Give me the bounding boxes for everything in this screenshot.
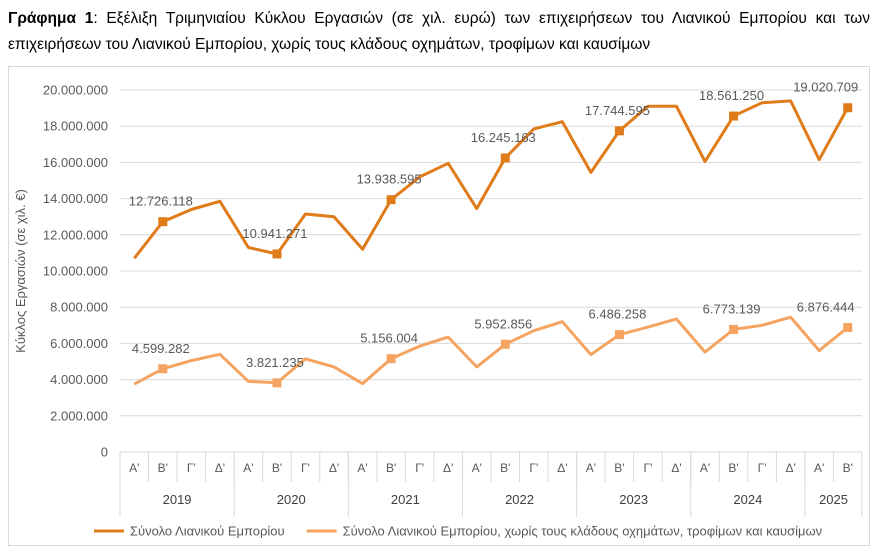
y-tick-label: 16.000.000 — [43, 155, 108, 170]
data-label: 17.744.595 — [585, 103, 650, 118]
data-label: 6.876.444 — [797, 300, 855, 315]
data-point-marker — [386, 195, 396, 205]
data-point-marker — [729, 111, 739, 121]
y-tick-label: 2.000.000 — [50, 408, 108, 423]
chart-area: 0 2.000.000 4.000.000 6.000.000 8.000.000 10.… — [8, 66, 870, 546]
x-tick-label: Β' — [500, 461, 510, 475]
x-tick-label: Α' — [243, 461, 253, 475]
x-tick-label: Γ' — [644, 461, 653, 475]
year-label: 2023 — [619, 492, 648, 507]
data-label: 6.486.258 — [589, 307, 647, 322]
legend-label: Σύνολο Λιανικού Εμπορίου — [130, 524, 285, 539]
x-tick-label: Β' — [386, 461, 396, 475]
data-label: 3.821.235 — [246, 355, 304, 370]
data-point-marker — [386, 354, 396, 364]
x-tick-label: Β' — [728, 461, 738, 475]
series-line — [133, 315, 849, 386]
y-tick-label: 4.000.000 — [50, 372, 108, 387]
x-tick-label: Δ' — [215, 461, 225, 475]
x-tick-label: Γ' — [529, 461, 538, 475]
data-point-marker — [272, 378, 282, 388]
x-tick-label: Β' — [272, 461, 282, 475]
x-tick-label: Α' — [814, 461, 824, 475]
y-tick-label: 0 — [101, 445, 108, 460]
x-tick-label: Α' — [700, 461, 710, 475]
x-tick-label: Δ' — [329, 461, 339, 475]
year-label: 2025 — [819, 492, 848, 507]
x-tick-label: Α' — [129, 461, 139, 475]
x-tick-label: Β' — [843, 461, 853, 475]
data-label: 5.156.004 — [360, 331, 418, 346]
year-label: 2021 — [391, 492, 420, 507]
data-point-marker — [500, 339, 510, 349]
y-tick-label: 6.000.000 — [50, 336, 108, 351]
year-label: 2022 — [505, 492, 534, 507]
data-point-marker — [843, 103, 853, 113]
x-tick-label: Γ' — [301, 461, 310, 475]
data-point-marker — [272, 249, 282, 259]
year-label: 2019 — [163, 492, 192, 507]
data-label: 19.020.709 — [793, 80, 858, 95]
x-tick-label: Α' — [472, 461, 482, 475]
caption-label: Γράφημα 1 — [8, 10, 94, 27]
legend-label: Σύνολο Λιανικού Εμπορίου, χωρίς τους κλά… — [343, 524, 823, 539]
data-label: 4.599.282 — [132, 341, 190, 356]
series-line — [133, 99, 850, 260]
x-tick-label: Α' — [586, 461, 596, 475]
data-point-marker — [729, 324, 739, 334]
x-tick-label: Γ' — [758, 461, 767, 475]
data-point-marker — [614, 126, 624, 136]
y-tick-label: 8.000.000 — [50, 300, 108, 315]
x-tick-label: Γ' — [187, 461, 196, 475]
data-label: 13.938.595 — [357, 172, 422, 187]
x-tick-label: Γ' — [415, 461, 424, 475]
data-label: 18.561.250 — [699, 88, 764, 103]
x-tick-label: Β' — [158, 461, 168, 475]
data-label: 5.952.856 — [474, 316, 532, 331]
y-tick-label: 14.000.000 — [43, 191, 108, 206]
y-tick-label: 12.000.000 — [43, 227, 108, 242]
data-label: 10.941.271 — [242, 226, 307, 241]
y-axis-label: Κύκλος Εργασιών (σε χιλ. €) — [13, 189, 28, 353]
year-label: 2020 — [277, 492, 306, 507]
chart-caption: Γράφημα 1: Εξέλιξη Τριμηνιαίου Κύκλου Ερ… — [8, 6, 870, 58]
y-tick-label: 10.000.000 — [43, 264, 108, 279]
x-tick-label: Δ' — [443, 461, 453, 475]
line-chart: 0 2.000.000 4.000.000 6.000.000 8.000.000 10.… — [13, 80, 863, 539]
data-point-marker — [614, 330, 624, 340]
data-point-marker — [158, 364, 168, 374]
caption-text: : Εξέλιξη Τριμηνιαίου Κύκλου Εργασιών (σ… — [8, 10, 870, 53]
x-tick-label: Δ' — [785, 461, 795, 475]
x-tick-label: Δ' — [671, 461, 681, 475]
data-point-marker — [158, 217, 168, 227]
y-tick-label: 18.000.000 — [43, 119, 108, 134]
data-label: 6.773.139 — [703, 301, 761, 316]
data-label: 16.245.163 — [471, 130, 536, 145]
data-label: 12.726.118 — [129, 194, 193, 209]
x-tick-label: Α' — [357, 461, 367, 475]
x-tick-label: Δ' — [557, 461, 567, 475]
data-point-marker — [843, 323, 853, 333]
year-label: 2024 — [733, 492, 762, 507]
data-point-marker — [500, 153, 510, 163]
x-tick-label: Β' — [614, 461, 624, 475]
y-tick-label: 20.000.000 — [43, 83, 108, 98]
